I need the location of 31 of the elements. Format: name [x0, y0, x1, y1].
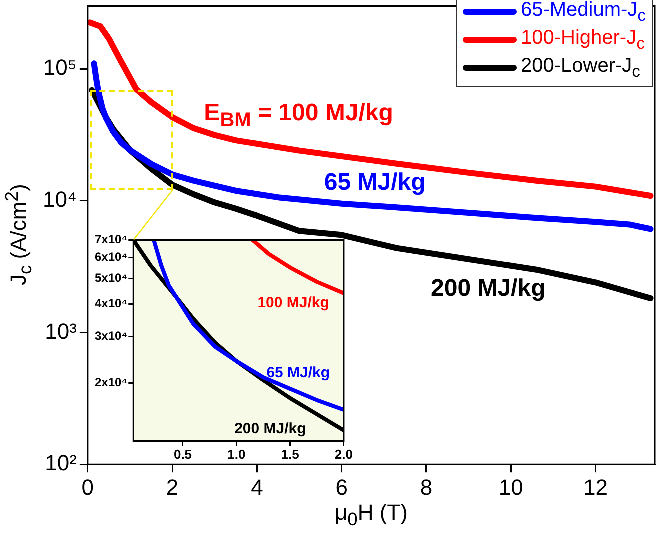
x-tick-label: 0.5 — [174, 446, 192, 462]
y-tick-label: 7x10⁴ — [94, 232, 128, 247]
y-tick-label: 10³ — [45, 318, 77, 344]
y-tick-label: 3x10⁴ — [94, 329, 128, 344]
x-tick-label: 4 — [251, 474, 264, 500]
y-tick-label: 4x10⁴ — [94, 296, 128, 310]
x-tick-label: 6 — [336, 474, 348, 500]
x-tick-label: 2.0 — [334, 446, 354, 462]
annotation: 65 MJ/kg — [324, 168, 426, 197]
legend-label: 200-Lower-J$_{c}$ — [520, 54, 640, 82]
y-tick-label: 10² — [45, 450, 77, 476]
x-axis-title: μ$_{0}$H (T) — [334, 500, 408, 530]
legend-label: 65-Medium-J$_{c}$ — [520, 0, 646, 26]
y-tick-label: 5x10⁴ — [94, 270, 128, 285]
y-tick-label: 10⁵ — [43, 55, 77, 80]
annotation: E$_{BM}$ = 100 MJ/kg — [204, 99, 394, 132]
x-tick-label: 0 — [82, 474, 94, 500]
x-tick-label: 12 — [584, 474, 608, 500]
legend-label: 100-Higher-J$_{c}$ — [520, 26, 645, 54]
x-tick-label: 1.0 — [228, 446, 246, 462]
x-tick-label: 2 — [166, 474, 179, 500]
y-tick-label: 2x10⁴ — [94, 375, 128, 390]
x-tick-label: 1.5 — [281, 446, 300, 462]
y-tick-label: 10⁴ — [42, 186, 77, 212]
annotation: 200 MJ/kg — [234, 420, 306, 438]
x-tick-label: 8 — [420, 474, 433, 500]
annotation: 200 MJ/kg — [431, 275, 546, 304]
x-tick-label: 10 — [498, 474, 524, 500]
y-tick-label: 6x10⁴ — [94, 250, 128, 264]
annotation: 100 MJ/kg — [258, 294, 330, 312]
annotation: 65 MJ/kg — [266, 364, 330, 382]
